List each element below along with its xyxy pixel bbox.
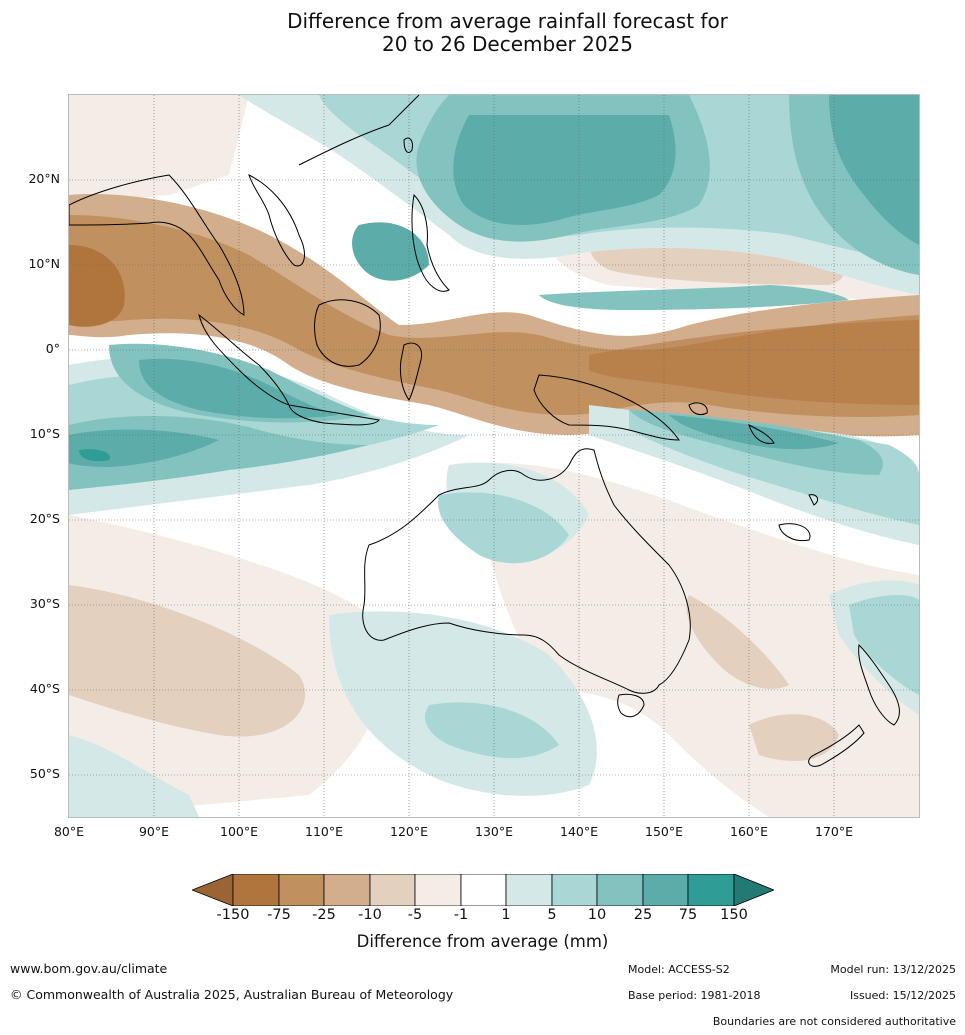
title-line-2: 20 to 26 December 2025 — [381, 32, 633, 56]
lat-label-30s: 30°S — [29, 596, 60, 611]
lon-label-160e: 160°E — [729, 824, 769, 839]
legend-tick: -25 — [312, 907, 336, 923]
lon-label-100e: 100°E — [219, 824, 259, 839]
model-run-label: Model run: 13/12/2025 — [830, 963, 956, 976]
legend-tick: -5 — [407, 907, 423, 923]
title-line-1: Difference from average rainfall forecas… — [287, 9, 728, 33]
boundaries-disclaimer: Boundaries are not considered authoritat… — [712, 1015, 956, 1028]
legend-tick: 150 — [720, 907, 748, 923]
lat-label-0: 0° — [45, 341, 60, 356]
model-label: Model: ACCESS-S2 — [628, 963, 730, 976]
wet-anomaly-strong — [69, 95, 919, 490]
lon-label-170e: 170°E — [814, 824, 854, 839]
lat-label-40s: 40°S — [29, 681, 60, 696]
taiwan-coast — [403, 137, 413, 153]
melanesia-islands — [688, 402, 819, 542]
legend-swatch — [687, 874, 735, 906]
indochina-coast — [248, 174, 305, 267]
lon-label-90e: 90°E — [138, 824, 170, 839]
legend-tick: 25 — [633, 907, 653, 923]
rainfall-map[interactable] — [68, 94, 920, 818]
legend-colorbar — [192, 874, 774, 906]
website-link[interactable]: www.bom.gov.au/climate — [10, 961, 168, 976]
base-period-label: Base period: 1981-2018 — [628, 989, 761, 1002]
legend-swatch — [460, 874, 507, 906]
lat-label-10s: 10°S — [29, 426, 60, 441]
legend-swatch — [551, 874, 598, 906]
graticule — [69, 95, 919, 817]
legend-tick: -10 — [358, 907, 382, 923]
lon-label-120e: 120°E — [389, 824, 429, 839]
legend-tick: 10 — [587, 907, 607, 923]
rainfall-map-svg — [69, 95, 919, 817]
legend-tick: -1 — [453, 907, 469, 923]
issued-label: Issued: 15/12/2025 — [849, 989, 956, 1002]
legend-swatch — [414, 874, 462, 906]
legend-tick: -150 — [216, 907, 250, 923]
new-zealand-south — [808, 724, 865, 767]
new-zealand-north — [858, 643, 900, 726]
borneo-coast — [314, 299, 381, 367]
legend-tick: 1 — [501, 907, 511, 923]
lon-label-150e: 150°E — [644, 824, 684, 839]
china-coast — [298, 95, 420, 166]
legend-swatch-below-min — [192, 874, 234, 906]
new-guinea-coast — [533, 374, 680, 441]
legend-swatch — [232, 874, 280, 906]
legend-swatch-above-max — [733, 874, 774, 906]
legend-tick: 5 — [547, 907, 557, 923]
australia-coast — [362, 448, 691, 694]
lat-label-20n: 20°N — [28, 171, 60, 186]
lat-label-10n: 10°N — [28, 256, 60, 271]
legend-title: Difference from average (mm) — [356, 932, 609, 951]
legend-swatch — [278, 874, 325, 906]
legend-tick: -75 — [267, 907, 291, 923]
copyright-text: © Commonwealth of Australia 2025, Austra… — [10, 987, 454, 1002]
lat-label-50s: 50°S — [29, 766, 60, 781]
lon-label-140e: 140°E — [559, 824, 599, 839]
coastlines — [69, 95, 900, 767]
legend-swatch — [323, 874, 371, 906]
java-coast — [288, 404, 380, 426]
tasmania-coast — [617, 693, 645, 718]
sulawesi-coast — [399, 342, 423, 401]
legend-swatch — [642, 874, 689, 906]
lat-label-20s: 20°S — [29, 511, 60, 526]
lon-label-130e: 130°E — [474, 824, 514, 839]
philippines-coast — [411, 193, 450, 292]
legend-tick: 75 — [678, 907, 698, 923]
lon-label-80e: 80°E — [53, 824, 85, 839]
map-title: Difference from average rainfall forecas… — [0, 10, 965, 56]
legend-swatch — [369, 874, 416, 906]
asia-mainland-coast — [69, 174, 245, 316]
lon-label-110e: 110°E — [304, 824, 344, 839]
legend-swatch — [505, 874, 553, 906]
dry-anomaly-belt — [69, 194, 919, 437]
legend-swatch — [596, 874, 644, 906]
